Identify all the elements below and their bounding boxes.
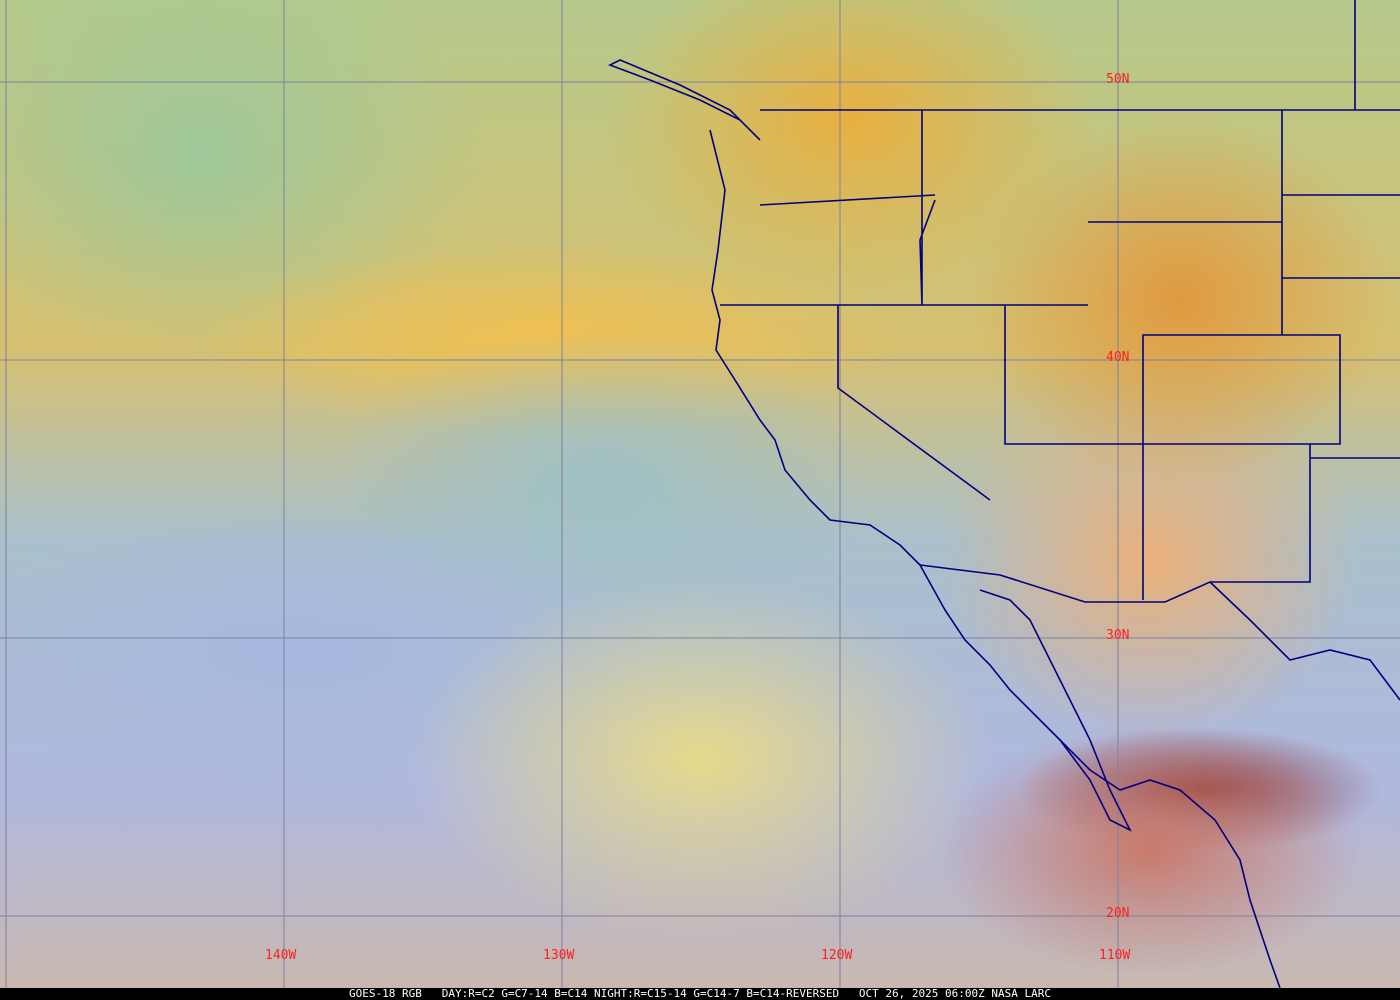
state-borders — [720, 0, 1400, 603]
lat-label-40n: 40N — [1106, 350, 1130, 365]
vancouver-island — [608, 59, 761, 141]
lat-label-20n: 20N — [1106, 906, 1130, 921]
boundaries — [608, 0, 1400, 988]
lon-label-120w: 120W — [821, 948, 853, 963]
west-coastline — [709, 129, 1281, 988]
lon-label-130w: 130W — [543, 948, 575, 963]
lat-label-30n: 30N — [1106, 628, 1130, 643]
baja-coastline — [979, 589, 1132, 832]
lon-label-140w: 140W — [265, 948, 297, 963]
lat-label-50n: 50N — [1106, 72, 1130, 87]
mexico-border — [1209, 581, 1400, 701]
image-caption: GOES-18 RGB DAY:R=C2 G=C7-14 B=C14 NIGHT… — [0, 988, 1400, 1000]
lon-label-110w: 110W — [1099, 948, 1131, 963]
